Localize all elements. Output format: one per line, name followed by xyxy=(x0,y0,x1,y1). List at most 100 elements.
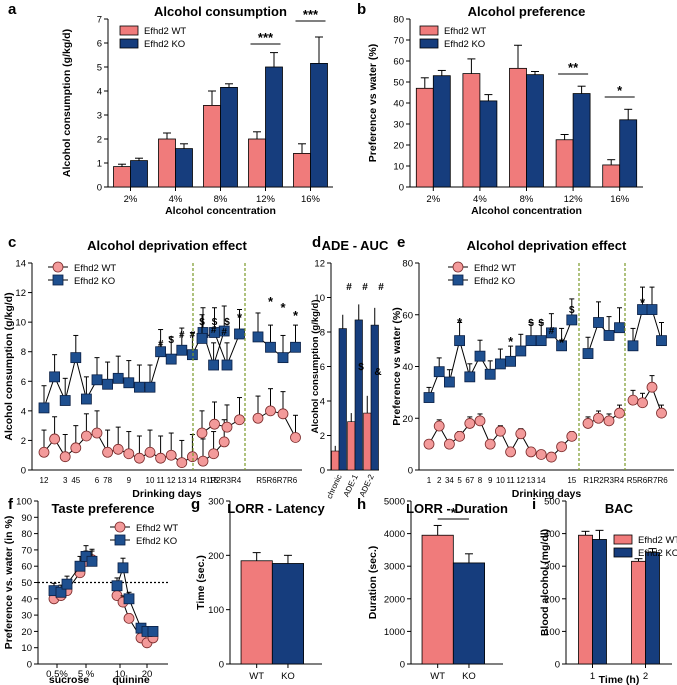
x-tick-label: 16% xyxy=(610,194,630,205)
data-point-ko xyxy=(123,377,135,389)
chart-title: Alcohol deprivation effect xyxy=(467,238,627,253)
y-tick-label: 3000 xyxy=(384,562,405,573)
bar-ko-chronic xyxy=(338,328,347,471)
chart-title: Taste preference xyxy=(51,501,154,516)
data-point-ko xyxy=(221,359,233,371)
significance-marker: * xyxy=(293,308,299,323)
x-tick-label: 20 xyxy=(142,669,153,680)
data-point-ko xyxy=(209,327,220,338)
x-tick-label: 10 xyxy=(115,669,126,680)
bar-WT xyxy=(240,560,273,665)
y-tick-label: 4 xyxy=(97,87,102,98)
x-tick-label: R5R6R7R6 xyxy=(627,476,668,485)
bar-ko-4% xyxy=(175,148,193,188)
data-point-ko xyxy=(196,333,208,344)
data-point-wt xyxy=(218,436,230,448)
y-tick-label: 6 xyxy=(21,377,26,388)
y-axis-label: Alcohol consumption (g/kg/d) xyxy=(3,292,15,440)
x-tick-label: 11 xyxy=(506,476,515,485)
data-point-wt xyxy=(656,407,667,419)
data-point-wt xyxy=(123,612,135,624)
bar-wt-16% xyxy=(602,164,621,188)
y-tick-label: 7 xyxy=(97,15,102,26)
y-tick-label: 0 xyxy=(320,466,325,477)
x-tick-label: 2% xyxy=(124,194,138,205)
data-point-ko xyxy=(38,402,50,414)
data-point-ko xyxy=(234,328,245,340)
data-point-wt xyxy=(277,408,289,420)
x-axis-label: Drinking days xyxy=(132,488,202,500)
legend-label: Efhd2 WT xyxy=(144,26,186,37)
data-point-ko xyxy=(546,327,557,339)
y-tick-label: 10 xyxy=(314,293,325,304)
x-tick-label: 14 xyxy=(537,476,546,485)
y-axis-label: Alcohol consumption (g/kg/d) xyxy=(310,299,321,433)
panel-label-e: e xyxy=(397,234,405,251)
y-tick-label: 2 xyxy=(21,436,26,447)
legend-label: Efhd2 WT xyxy=(444,26,486,37)
legend-label: Efhd2 WT xyxy=(474,263,516,274)
y-tick-label: 5 xyxy=(97,63,102,74)
data-point-ko xyxy=(91,374,103,386)
legend-swatch-ko xyxy=(119,38,139,49)
x-tick-label: 15 xyxy=(209,476,218,485)
significance-marker: $ xyxy=(168,335,174,346)
data-point-wt xyxy=(515,428,527,440)
y-tick-label: 100 xyxy=(544,627,560,638)
y-tick-label: 60 xyxy=(393,57,404,68)
y-tick-label: 3 xyxy=(97,111,102,122)
data-point-ko xyxy=(49,371,60,383)
panel-label-i: i xyxy=(532,496,536,513)
data-point-wt xyxy=(637,397,648,409)
bar-wt-8% xyxy=(203,105,221,188)
bar-ko-4% xyxy=(479,100,498,188)
x-tick-label: chronic xyxy=(325,473,344,500)
x-tick-label: WT xyxy=(430,671,445,682)
significance-marker: # xyxy=(549,326,555,337)
data-point-wt xyxy=(234,414,245,426)
data-point-ko xyxy=(474,350,486,362)
legend-marker-ko xyxy=(452,274,464,286)
x-tick-label: R1R2R3R4 xyxy=(583,476,624,485)
y-tick-label: 4000 xyxy=(384,529,405,540)
data-point-wt xyxy=(186,451,198,463)
y-tick-label: 2 xyxy=(320,431,325,442)
x-tick-label: 10 xyxy=(496,476,505,485)
significance-marker: & xyxy=(374,367,381,378)
x-tick-label: 13 xyxy=(177,476,186,485)
data-point-wt xyxy=(59,451,71,463)
legend-label: Efhd2 KO xyxy=(638,548,677,559)
legend-label: Efhd2 KO xyxy=(74,276,115,287)
data-point-wt xyxy=(221,421,233,433)
data-point-ko xyxy=(454,335,466,347)
data-point-ko xyxy=(656,335,667,347)
x-tick-label: 12 xyxy=(516,476,525,485)
y-tick-label: 1000 xyxy=(384,627,405,638)
bar-ko-ADE-1 xyxy=(354,319,363,471)
data-point-wt xyxy=(484,438,496,450)
x-tick-label: 5 xyxy=(457,476,462,485)
x-tick-label: 45 xyxy=(71,476,80,485)
data-point-ko xyxy=(582,348,594,359)
data-point-wt xyxy=(603,415,615,427)
y-tick-label: 100 xyxy=(208,605,224,616)
y-axis-label: Time (sec.) xyxy=(195,555,207,610)
y-axis-label: Blood alcohol (mg/dl) xyxy=(539,529,551,636)
y-tick-label: 200 xyxy=(544,594,560,605)
y-tick-label: 0 xyxy=(555,660,560,671)
y-tick-label: 0 xyxy=(400,660,405,671)
y-tick-label: 30 xyxy=(393,120,404,131)
data-point-ko xyxy=(59,395,71,406)
data-point-wt xyxy=(525,446,537,458)
y-tick-label: 0 xyxy=(408,466,413,477)
data-point-ko xyxy=(484,368,496,380)
y-tick-label: 4 xyxy=(21,406,26,417)
data-point-wt xyxy=(582,418,594,429)
significance-marker: # xyxy=(190,330,196,341)
data-point-wt xyxy=(423,438,435,450)
data-point-wt xyxy=(144,446,156,458)
x-tick-label: 1 xyxy=(590,671,595,682)
data-point-ko xyxy=(593,317,604,328)
legend-swatch-ko xyxy=(613,547,633,558)
chart-title: Alcohol consumption xyxy=(154,4,287,19)
